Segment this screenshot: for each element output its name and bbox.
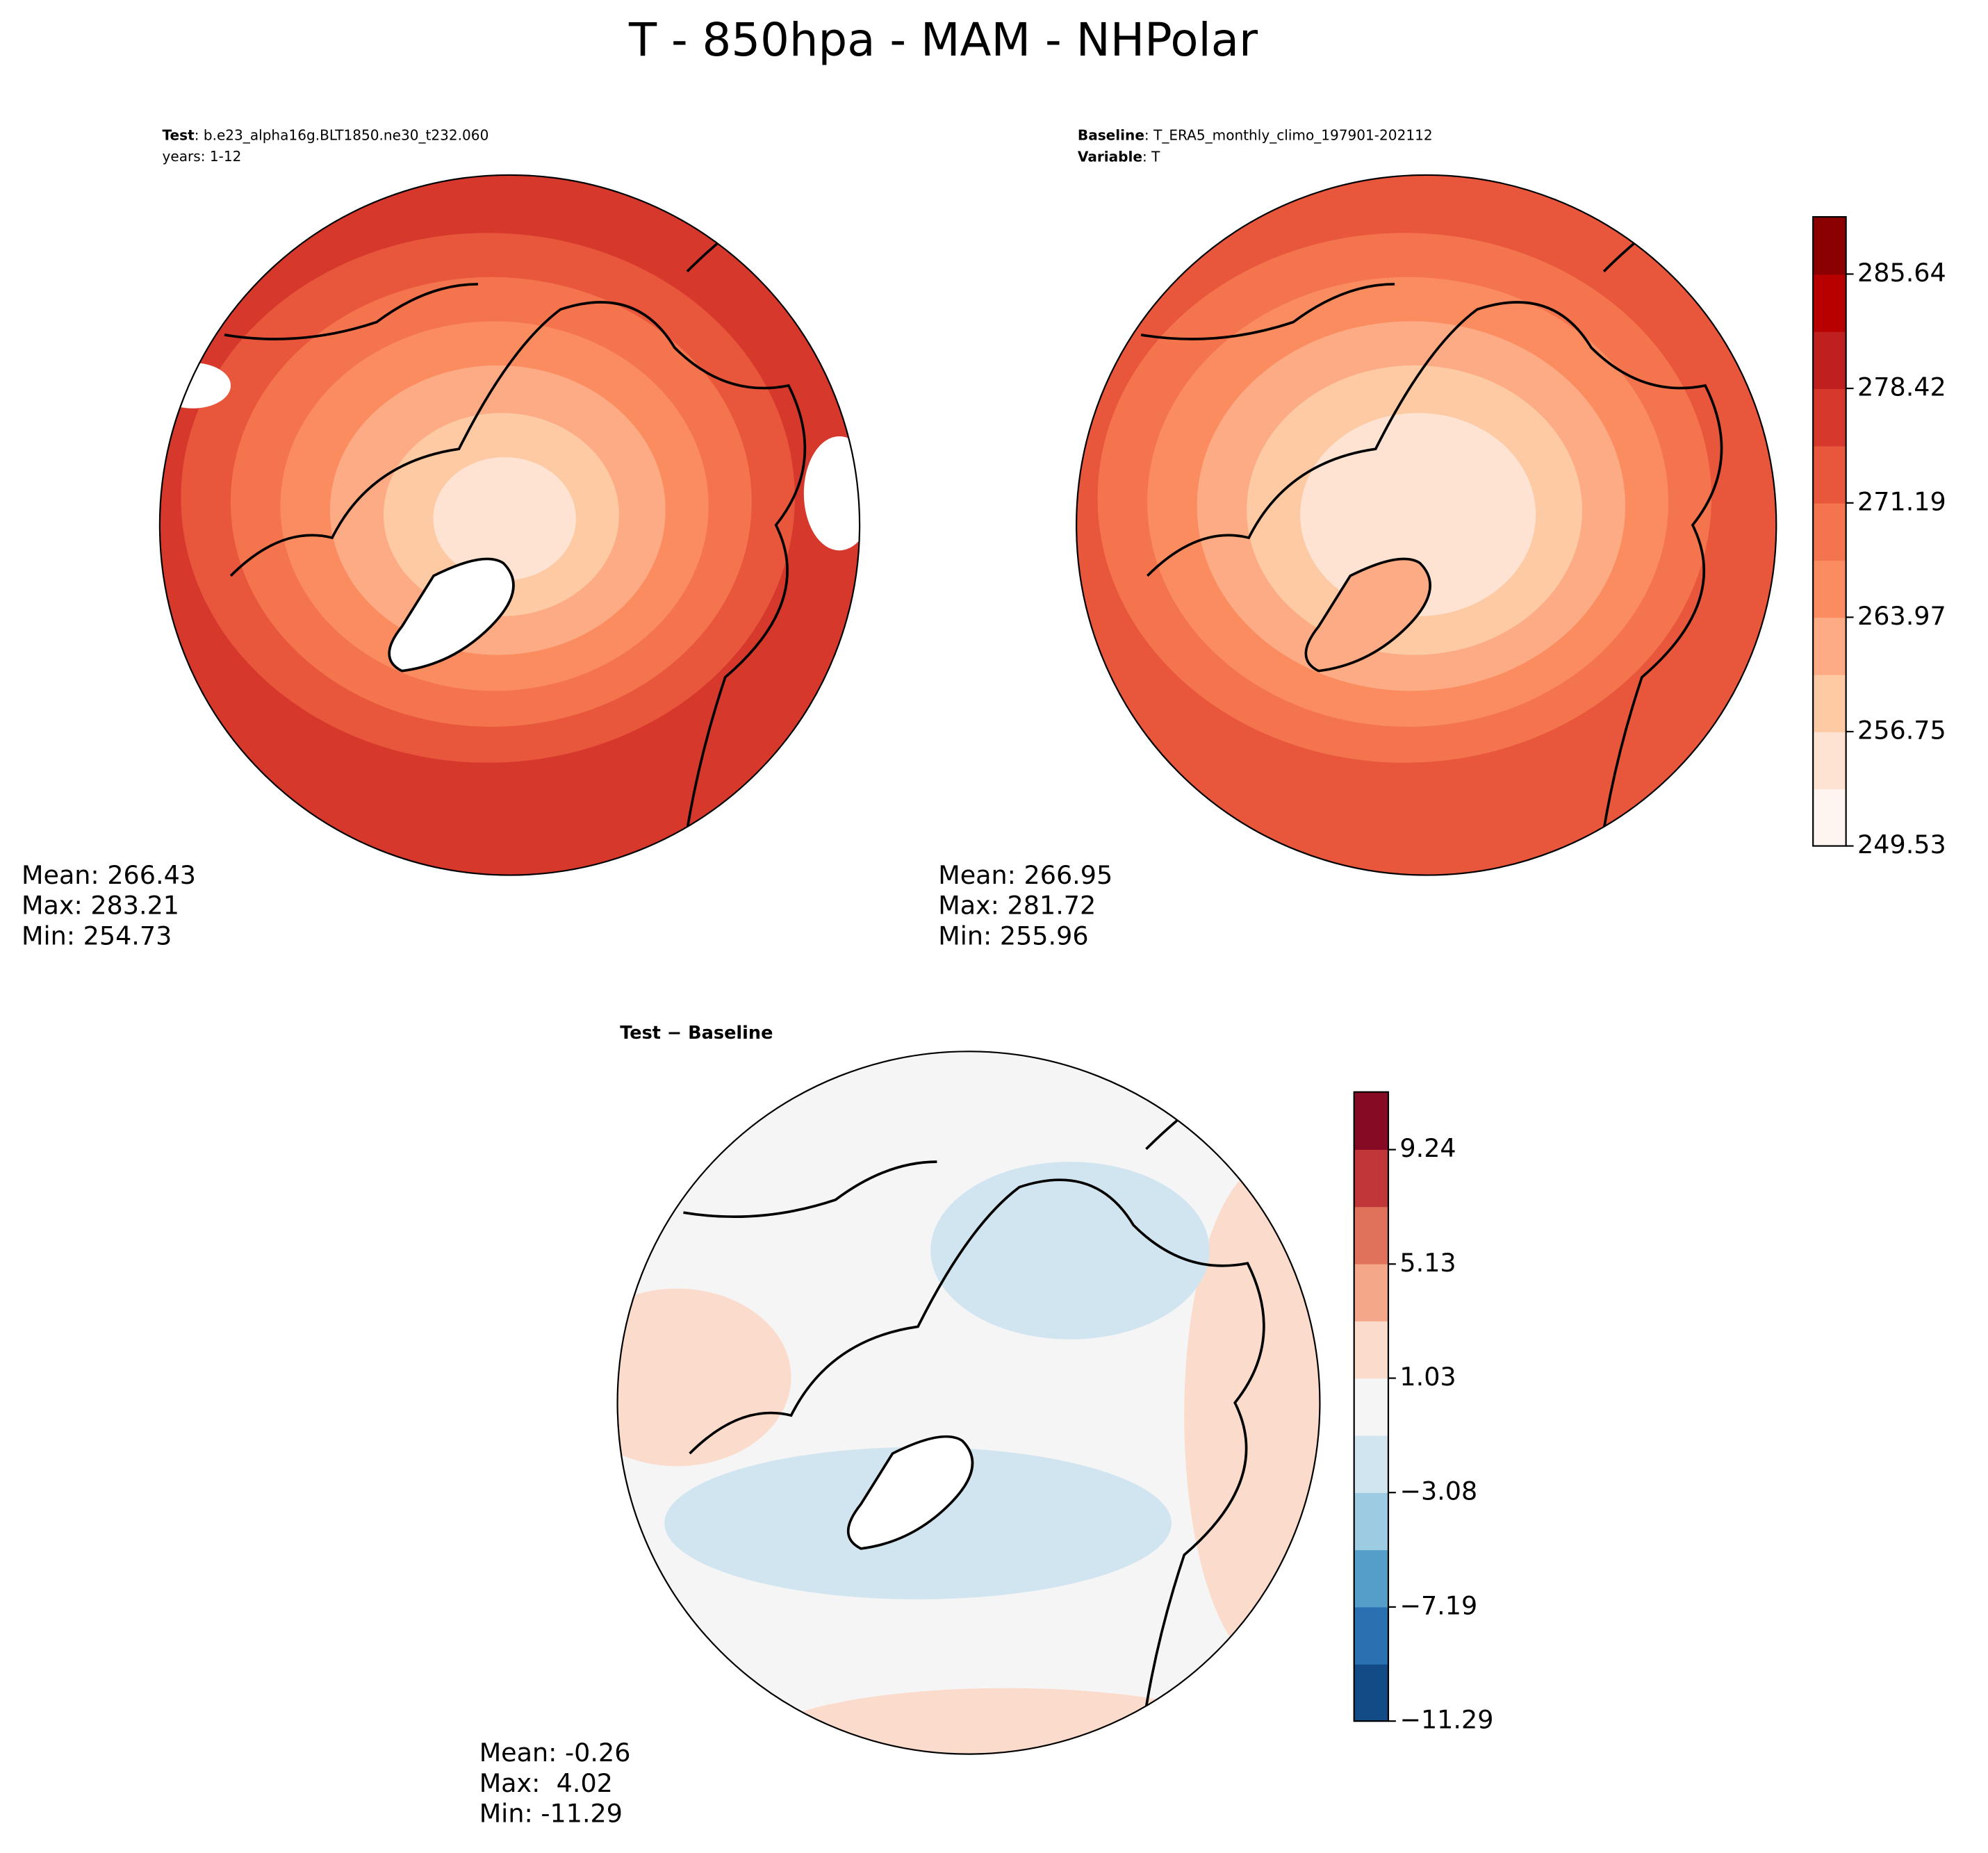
header-line: years: 1-12 [163, 148, 242, 165]
stat: Min: 254.73 [22, 921, 172, 951]
map-fill [617, 1288, 791, 1467]
colorbar-segment [1813, 388, 1846, 447]
colorbar-segment [1354, 1149, 1388, 1208]
map [1076, 174, 1777, 875]
panel-header: Variable: T [1078, 148, 1160, 165]
greenland [388, 557, 515, 673]
header-label: Baseline [1078, 126, 1144, 143]
map-border [616, 1051, 1321, 1755]
colorbar-tick-label: 5.13 [1399, 1248, 1456, 1278]
greenland [846, 1435, 974, 1550]
colorbar-segment [1813, 502, 1846, 561]
map [159, 174, 860, 875]
stat: Max: 4.02 [479, 1768, 613, 1798]
panel-header: Test − Baseline [620, 1023, 773, 1044]
header-label: Test [163, 126, 195, 143]
colorbar-tick-label: 1.03 [1399, 1362, 1456, 1392]
colorbar-tick-label: 9.24 [1399, 1133, 1456, 1163]
colorbar-segment [1813, 789, 1846, 847]
stat: Mean: -0.26 [479, 1738, 631, 1768]
figure-title: T - 850hpa - MAM - NHPolar [628, 14, 1258, 67]
panel-header: Baseline: T_ERA5_monthly_climo_197901-20… [1078, 126, 1433, 143]
colorbar-segment [1354, 1606, 1388, 1665]
header-label: Test − Baseline [620, 1023, 773, 1044]
colorbar-segment [1354, 1663, 1388, 1722]
colorbar-segment [1354, 1206, 1388, 1265]
colorbar-tick-label: 263.97 [1857, 601, 1946, 631]
missing [803, 436, 860, 551]
map [617, 1051, 1320, 1754]
map-fill [433, 456, 576, 581]
map-border [1076, 174, 1777, 876]
panel-header: Test: b.e23_alpha16g.BLT1850.ne30_t232.0… [163, 126, 489, 143]
colorbar-segment [1354, 1263, 1388, 1321]
header-label: Variable [1078, 148, 1142, 165]
colorbar-tick-label: 285.64 [1857, 258, 1946, 288]
stat: Max: 283.21 [22, 891, 179, 921]
map-fill [930, 1162, 1210, 1340]
colorbar-segment [1813, 560, 1846, 618]
colorbar-tick-label: −3.08 [1399, 1476, 1477, 1506]
stat: Mean: 266.43 [22, 860, 196, 890]
colorbar-tick-label: 278.42 [1857, 372, 1946, 402]
stat: Mean: 266.95 [938, 860, 1112, 890]
map-fill [1184, 1162, 1320, 1670]
colorbar-segment [1813, 274, 1846, 332]
header-text: : T_ERA5_monthly_climo_197901-202112 [1144, 126, 1433, 143]
colorbar-tick-label: 271.19 [1857, 486, 1946, 516]
colorbar-segment [1354, 1092, 1388, 1150]
colorbar-tick-label: −7.19 [1399, 1590, 1477, 1620]
colorbar-tick-label: 249.53 [1857, 830, 1946, 859]
colorbar-segment [1354, 1320, 1388, 1379]
colorbar-segment [1813, 674, 1846, 732]
colorbar-segment [1813, 217, 1846, 275]
greenland [1304, 557, 1431, 673]
stat: Max: 281.72 [938, 891, 1096, 921]
stat: Min: -11.29 [479, 1799, 623, 1829]
stat: Min: 255.96 [938, 921, 1088, 951]
map-fill [1300, 413, 1536, 616]
colorbar-segment [1813, 331, 1846, 390]
colorbar-tick-label: −11.29 [1399, 1705, 1493, 1735]
colorbar-segment [1354, 1549, 1388, 1608]
colorbar-tick-label: 256.75 [1857, 715, 1946, 745]
colorbar-frame [1812, 216, 1847, 847]
missing [159, 363, 231, 409]
colorbar-segment [1354, 1435, 1388, 1493]
colorbar-segment [1813, 445, 1846, 504]
colorbar-segment [1354, 1378, 1388, 1436]
colorbar-segment [1813, 731, 1846, 790]
colorbar-segment [1813, 617, 1846, 675]
map-fill [753, 1688, 1260, 1754]
header-text: : T [1142, 148, 1160, 165]
map-border [158, 174, 861, 876]
colorbar-frame [1353, 1091, 1390, 1722]
colorbar-segment [1354, 1492, 1388, 1551]
header-text: : b.e23_alpha16g.BLT1850.ne30_t232.060 [195, 126, 489, 143]
